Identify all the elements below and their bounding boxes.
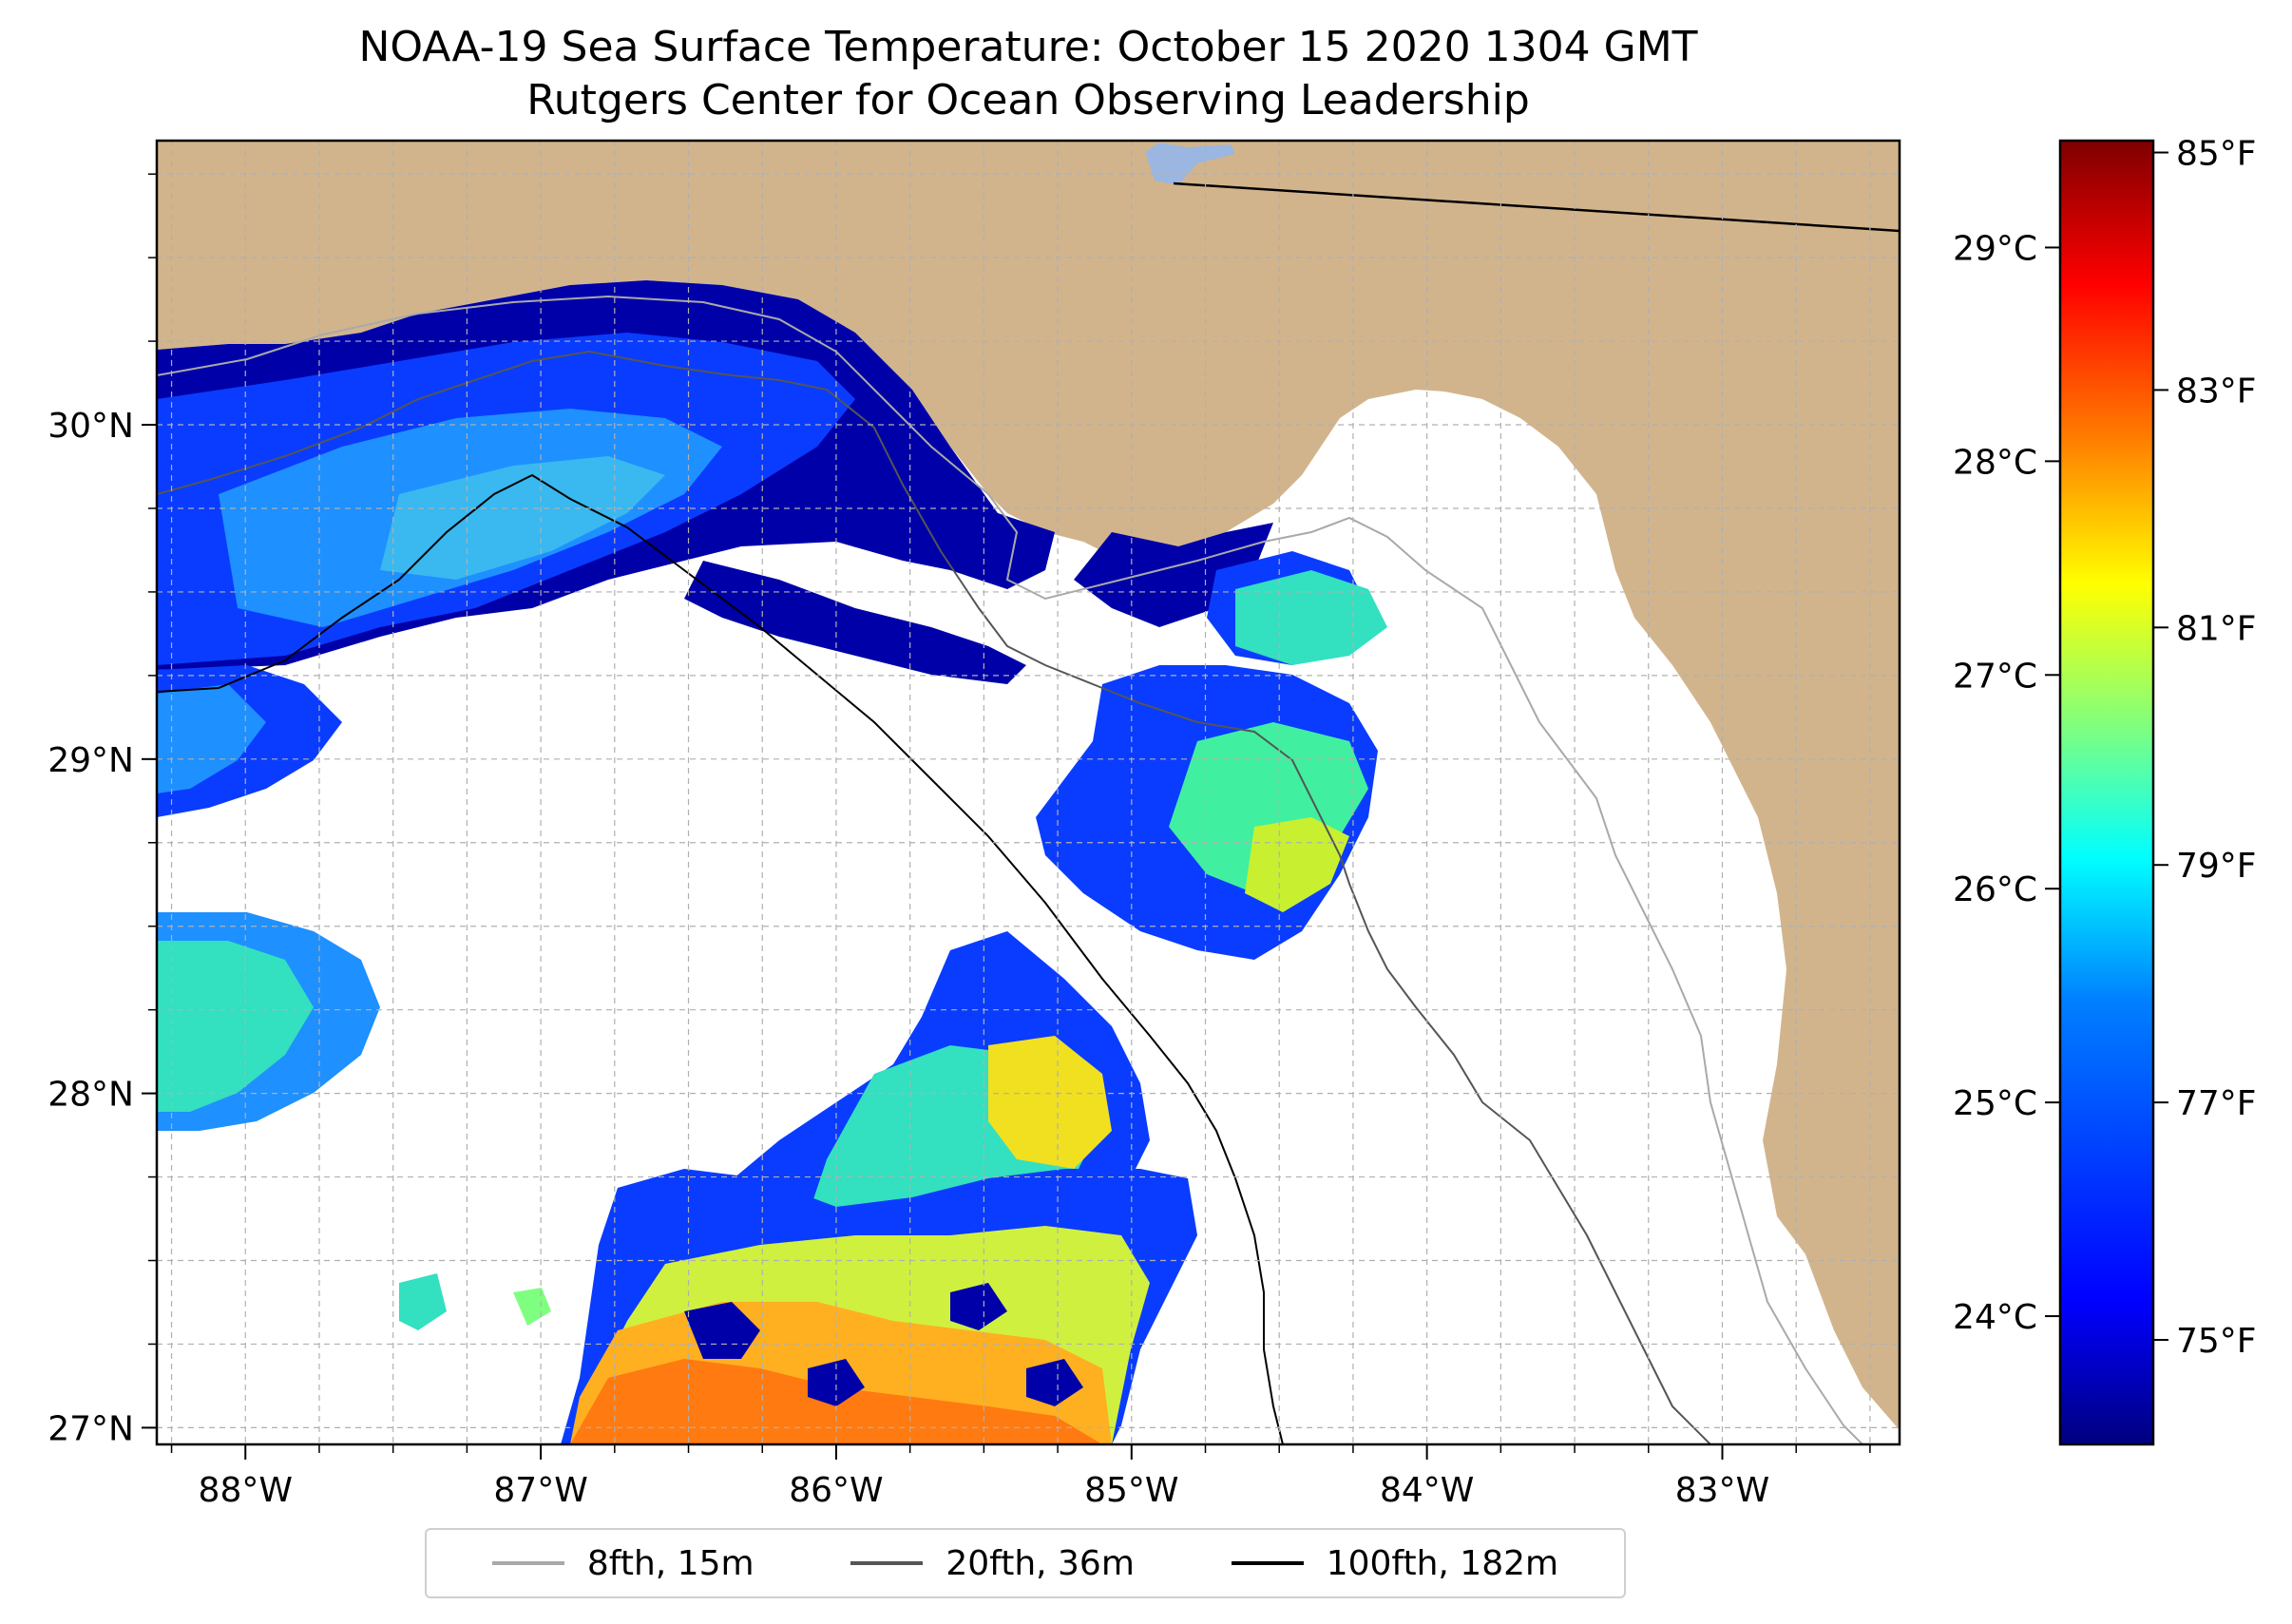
colorbar [2060,141,2153,1444]
celsius-tick-label: 29°C [1953,229,2037,268]
lon-tick-label: 88°W [199,1471,293,1510]
legend-label-8fth: 8fth, 15m [586,1543,754,1583]
lon-tick-label: 86°W [789,1471,883,1510]
fahrenheit-tick-label: 79°F [2176,847,2257,886]
colorbar-fahrenheit-axis: 75°F 77°F 79°F 81°F 83°F 85°F [2153,134,2257,1361]
legend-item-8fth: 8fth, 15m [491,1543,754,1583]
isobath-8fth [157,295,1863,1444]
celsius-tick-label: 24°C [1953,1298,2037,1337]
lon-tick-label: 87°W [493,1471,587,1510]
chart-title: NOAA-19 Sea Surface Temperature: October… [358,23,1698,71]
legend-label-100fth: 100fth, 182m [1326,1543,1559,1583]
lon-tick-label: 83°W [1675,1471,1769,1510]
legend-swatch-100fth [1231,1561,1304,1565]
celsius-tick-label: 25°C [1953,1084,2037,1123]
legend-item-20fth: 20fth, 36m [850,1544,1135,1583]
chart-subtitle: Rutgers Center for Ocean Observing Leade… [526,76,1530,124]
gridlines [157,141,1900,1444]
legend-label-20fth: 20fth, 36m [945,1543,1135,1583]
lat-tick-label: 28°N [48,1076,134,1115]
fahrenheit-tick-label: 85°F [2176,134,2257,173]
longitude-axis: 88°W 87°W 86°W 85°W 84°W 83°W [170,1444,1871,1510]
isobath-100fth [157,473,1284,1444]
lon-tick-label: 85°W [1084,1471,1178,1510]
lat-tick-label: 30°N [48,407,134,446]
isobath-20fth [157,350,1711,1444]
lake [1145,143,1235,185]
map-frame [155,139,1901,1446]
sst-data-warm [157,570,1387,1444]
celsius-tick-label: 28°C [1953,443,2037,482]
land-north-gulf-coast [157,141,1900,1430]
colorbar-frame [2058,139,2155,1446]
legend-item-100fth: 100fth, 182m [1231,1543,1559,1583]
latitude-axis: 27°N 28°N 29°N 30°N [48,173,157,1448]
lat-tick-label: 27°N [48,1409,134,1448]
fahrenheit-tick-label: 81°F [2176,609,2257,648]
celsius-tick-label: 27°C [1953,657,2037,696]
lat-tick-label: 29°N [48,741,134,780]
celsius-tick-label: 26°C [1953,870,2037,909]
legend-swatch-20fth [850,1561,924,1565]
isobath-legend: 8fth, 15m 20fth, 36m 100fth, 182m [425,1528,1626,1598]
fahrenheit-tick-label: 77°F [2176,1084,2257,1123]
colorbar-celsius-axis: 24°C 25°C 26°C 27°C 28°C 29°C [1953,229,2060,1337]
fahrenheit-tick-label: 75°F [2176,1322,2257,1361]
lon-tick-label: 84°W [1380,1471,1474,1510]
state-boundary [1173,182,1900,233]
fahrenheit-tick-label: 83°F [2176,372,2257,411]
legend-swatch-8fth [491,1561,564,1565]
